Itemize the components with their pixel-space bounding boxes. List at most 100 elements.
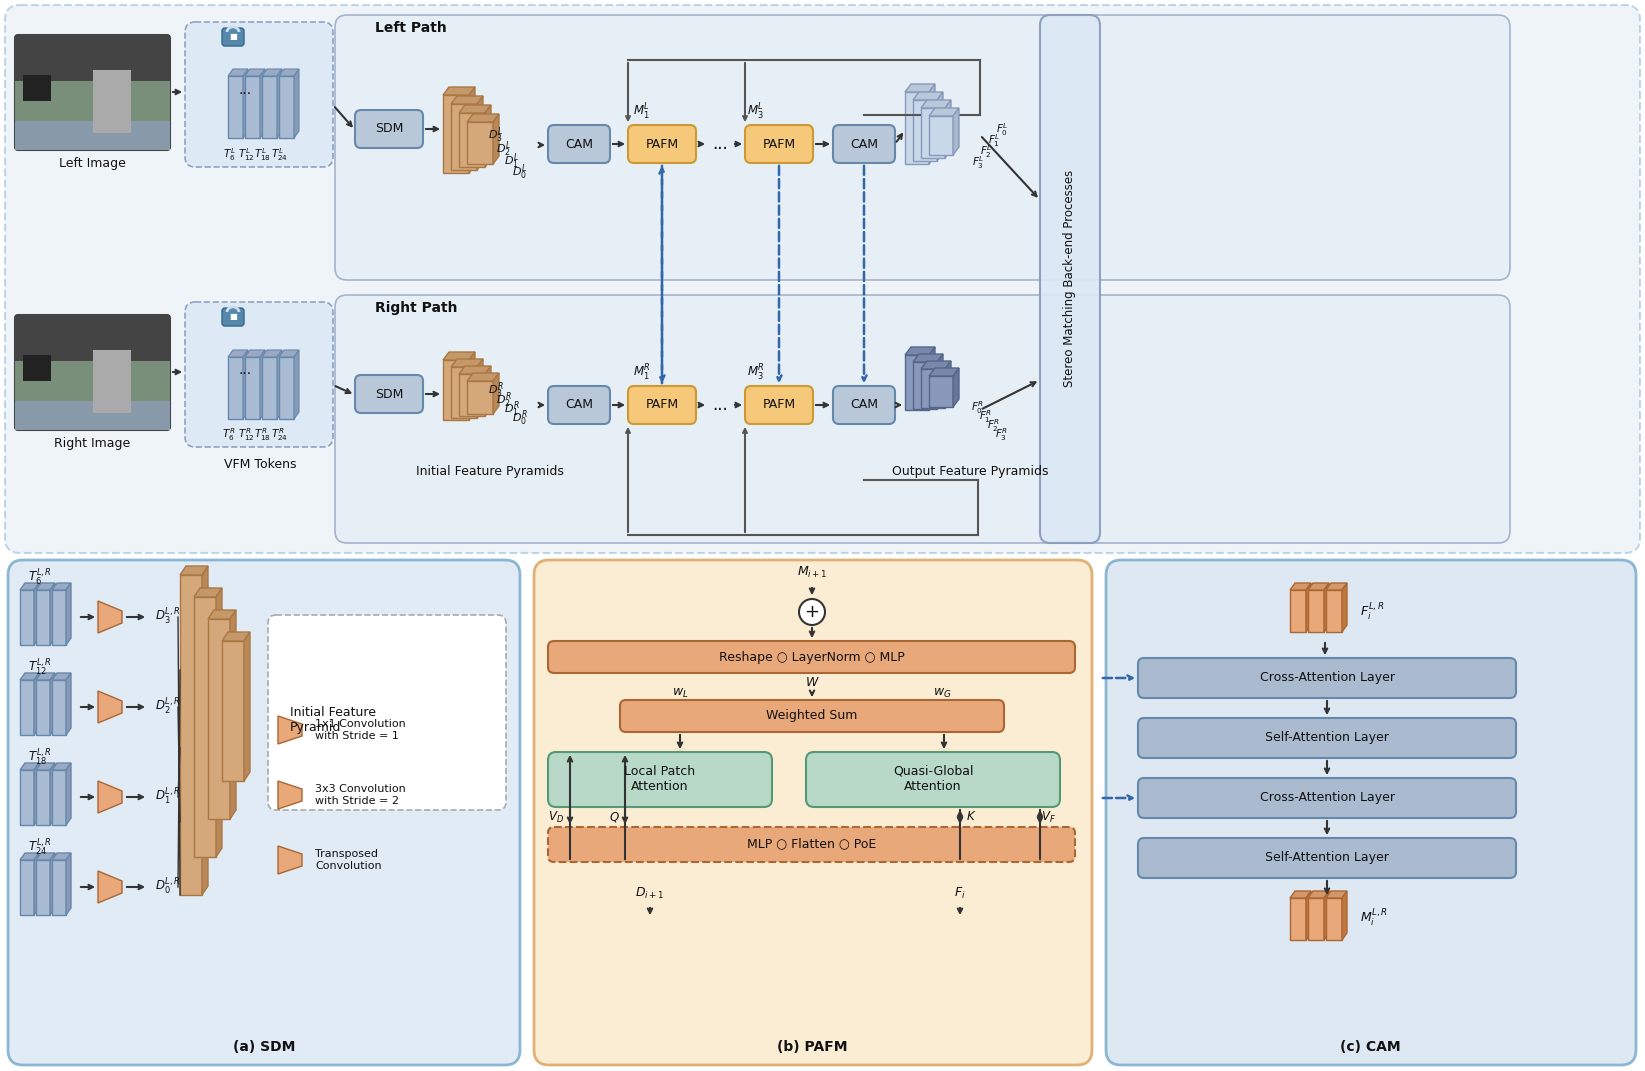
Text: Weighted Sum: Weighted Sum (767, 709, 857, 723)
Polygon shape (929, 347, 934, 410)
Polygon shape (35, 763, 39, 825)
Text: Quasi-Global
Attention: Quasi-Global Attention (893, 765, 974, 793)
Bar (53, 590, 66, 645)
Polygon shape (905, 84, 934, 92)
Text: Initial Feature
Pyramid: Initial Feature Pyramid (290, 706, 377, 734)
FancyBboxPatch shape (1138, 778, 1517, 818)
FancyBboxPatch shape (628, 125, 696, 163)
Text: Right Image: Right Image (54, 437, 130, 450)
Polygon shape (49, 673, 54, 735)
Text: 3x3 Convolution
with Stride = 2: 3x3 Convolution with Stride = 2 (314, 784, 406, 805)
Bar (1308, 897, 1324, 940)
Text: CAM: CAM (850, 398, 878, 411)
Text: 1x1 Convolution
with Stride = 1: 1x1 Convolution with Stride = 1 (314, 720, 406, 741)
Polygon shape (938, 355, 943, 409)
Text: $M_3^L$: $M_3^L$ (747, 102, 765, 122)
Bar (36, 590, 49, 645)
Bar (194, 597, 215, 857)
Text: CAM: CAM (564, 398, 592, 411)
Polygon shape (49, 583, 54, 645)
Text: $T_6^R$: $T_6^R$ (222, 426, 235, 443)
Text: $T_{24}^{L,R}$: $T_{24}^{L,R}$ (28, 838, 53, 858)
Text: $D_1^L$: $D_1^L$ (505, 151, 520, 170)
Polygon shape (20, 673, 39, 680)
Bar (1290, 590, 1306, 632)
FancyBboxPatch shape (1138, 658, 1517, 698)
Polygon shape (53, 763, 71, 770)
Text: CAM: CAM (564, 137, 592, 151)
Bar (222, 642, 243, 781)
Text: VFM Tokens: VFM Tokens (224, 457, 296, 470)
Text: ■: ■ (229, 313, 237, 321)
Polygon shape (1308, 891, 1329, 897)
Text: $F_i$: $F_i$ (954, 886, 966, 901)
Polygon shape (262, 350, 281, 357)
Bar (1326, 897, 1342, 940)
Text: Cross-Attention Layer: Cross-Attention Layer (1260, 672, 1395, 684)
Text: ...: ... (239, 363, 252, 377)
Polygon shape (467, 114, 498, 122)
Polygon shape (66, 853, 71, 915)
Polygon shape (469, 87, 475, 174)
Polygon shape (494, 373, 498, 414)
Polygon shape (260, 350, 265, 419)
Text: SDM: SDM (375, 122, 403, 136)
Polygon shape (243, 350, 248, 419)
Polygon shape (99, 691, 122, 723)
Polygon shape (929, 368, 959, 376)
Bar (229, 357, 243, 419)
FancyBboxPatch shape (548, 386, 610, 424)
Polygon shape (451, 359, 484, 367)
Polygon shape (20, 763, 39, 770)
Bar (23, 356, 51, 380)
Polygon shape (1308, 583, 1329, 590)
Polygon shape (921, 100, 951, 108)
Polygon shape (36, 853, 54, 860)
Polygon shape (938, 92, 943, 161)
Text: $F_2^R$: $F_2^R$ (987, 418, 1000, 435)
Text: $T_{24}^L$: $T_{24}^L$ (271, 147, 288, 164)
Text: ...: ... (712, 396, 727, 414)
Text: Self-Attention Layer: Self-Attention Layer (1265, 851, 1388, 864)
Text: $T_{18}^{L,R}$: $T_{18}^{L,R}$ (28, 748, 53, 768)
Polygon shape (1324, 583, 1329, 632)
Bar (15, 361, 169, 402)
Text: $F_0^L$: $F_0^L$ (995, 122, 1008, 138)
FancyBboxPatch shape (8, 560, 520, 1065)
Polygon shape (278, 846, 303, 874)
Text: $M_3^R$: $M_3^R$ (747, 363, 765, 383)
Text: $F_3^R$: $F_3^R$ (995, 426, 1008, 443)
Text: $T_{12}^{L,R}$: $T_{12}^{L,R}$ (28, 658, 53, 678)
Bar (451, 367, 477, 418)
Polygon shape (229, 69, 248, 76)
Text: PAFM: PAFM (762, 398, 796, 411)
FancyBboxPatch shape (336, 295, 1510, 543)
Bar (20, 860, 35, 915)
Bar (15, 81, 169, 121)
Text: $T_{24}^R$: $T_{24}^R$ (271, 426, 288, 443)
Text: $D_2^L$: $D_2^L$ (497, 139, 512, 159)
Polygon shape (443, 352, 475, 360)
Polygon shape (53, 853, 71, 860)
FancyBboxPatch shape (184, 302, 332, 447)
FancyBboxPatch shape (268, 615, 507, 810)
FancyBboxPatch shape (336, 15, 1510, 280)
Text: $V_D$: $V_D$ (548, 810, 564, 825)
Bar (467, 122, 494, 164)
Circle shape (799, 599, 826, 625)
Polygon shape (276, 350, 281, 419)
Polygon shape (99, 781, 122, 813)
Polygon shape (477, 96, 484, 170)
Text: (b) PAFM: (b) PAFM (776, 1040, 847, 1054)
Bar (15, 35, 169, 81)
Text: Left Image: Left Image (59, 156, 125, 169)
Bar (53, 860, 66, 915)
FancyBboxPatch shape (1138, 718, 1517, 758)
Polygon shape (49, 853, 54, 915)
Text: $T_6^{L,R}$: $T_6^{L,R}$ (28, 568, 53, 588)
Polygon shape (230, 610, 235, 819)
Text: $w_G$: $w_G$ (933, 687, 951, 699)
Text: +: + (804, 603, 819, 621)
Text: Self-Attention Layer: Self-Attention Layer (1265, 731, 1388, 744)
Bar (36, 680, 49, 735)
